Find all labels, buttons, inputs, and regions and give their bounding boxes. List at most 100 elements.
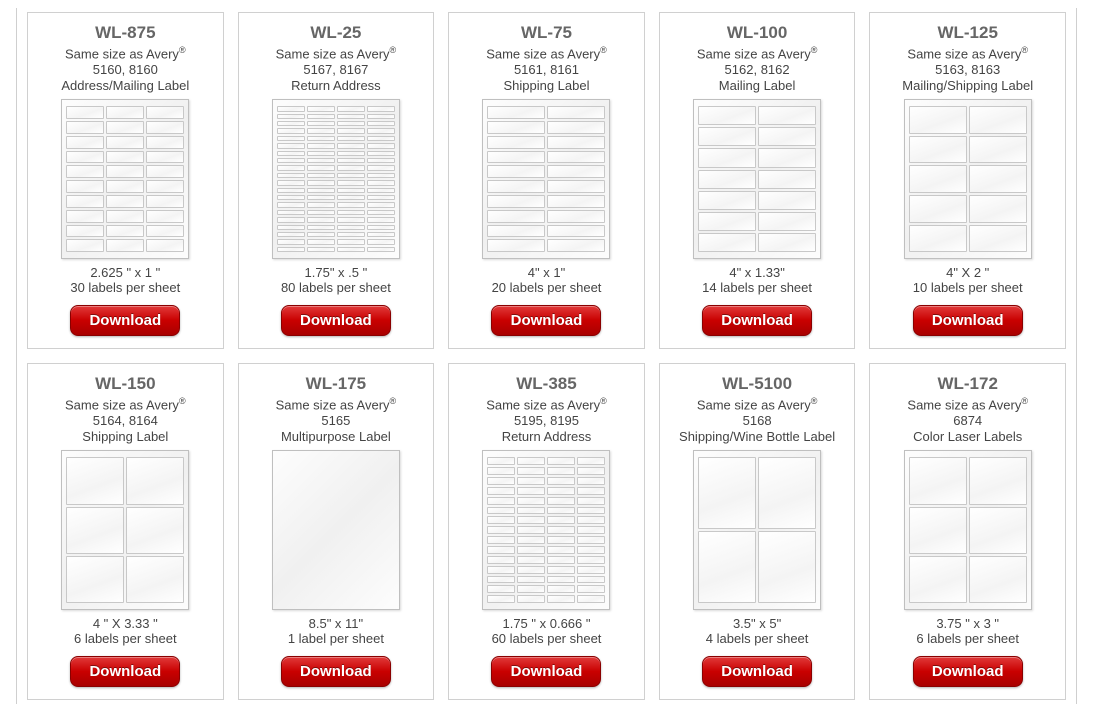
product-card: WL-150 Same size as Avery® 5164, 8164Shipp… — [27, 363, 224, 700]
registered-mark: ® — [179, 396, 186, 406]
product-card: WL-75 Same size as Avery® 5161, 8161Shippi… — [448, 12, 645, 349]
avery-codes: 5163, 8163 — [935, 62, 1000, 77]
product-dimensions: 3.5" x 5" — [668, 616, 847, 631]
product-sku: WL-125 — [878, 23, 1057, 43]
labels-per-sheet: 6 labels per sheet — [36, 631, 215, 646]
avery-codes: 5162, 8162 — [725, 62, 790, 77]
product-compat: Same size as Avery® 5162, 8162Mailing Lab… — [668, 45, 847, 93]
product-compat: Same size as Avery® 6874Color Laser Label… — [878, 396, 1057, 444]
label-sheet-thumbnail — [482, 99, 610, 259]
labels-per-sheet: 20 labels per sheet — [457, 280, 636, 295]
download-button[interactable]: Download — [491, 656, 601, 687]
product-type-label: Address/Mailing Label — [61, 78, 189, 93]
product-card: WL-875Same size as Avery®5160, 8160Addre… — [27, 12, 224, 349]
same-size-prefix: Same size as Avery — [697, 397, 811, 412]
download-button[interactable]: Download — [702, 305, 812, 336]
registered-mark: ® — [811, 396, 818, 406]
labels-per-sheet: 1 label per sheet — [247, 631, 426, 646]
product-sku: WL-75 — [457, 23, 636, 43]
download-button[interactable]: Download — [70, 305, 180, 336]
product-card: WL-5100 Same size as Avery® 5168Shipping/W… — [659, 363, 856, 700]
avery-codes: 5160, 8160 — [93, 62, 158, 77]
download-button[interactable]: Download — [281, 656, 391, 687]
product-card: WL-172 Same size as Avery® 6874Color Laser… — [869, 363, 1066, 700]
product-grid: WL-875Same size as Avery®5160, 8160Addre… — [27, 8, 1066, 704]
label-sheet-thumbnail — [272, 450, 400, 610]
registered-mark: ® — [390, 396, 397, 406]
same-size-prefix: Same size as Avery — [486, 46, 600, 61]
same-size-prefix: Same size as Avery — [65, 46, 179, 61]
product-sku: WL-25 — [247, 23, 426, 43]
product-type-label: Multipurpose Label — [281, 429, 391, 444]
product-dimensions: 2.625 " x 1 " — [36, 265, 215, 280]
label-sheet-thumbnail — [693, 450, 821, 610]
product-type-label: Return Address — [502, 429, 592, 444]
labels-per-sheet: 14 labels per sheet — [668, 280, 847, 295]
download-button[interactable]: Download — [913, 305, 1023, 336]
product-dimensions: 8.5" x 11" — [247, 616, 426, 631]
product-dimensions: 4" X 2 " — [878, 265, 1057, 280]
download-button[interactable]: Download — [702, 656, 812, 687]
product-dimensions: 4" x 1.33" — [668, 265, 847, 280]
avery-codes: 5164, 8164 — [93, 413, 158, 428]
label-sheet-thumbnail — [61, 99, 189, 259]
product-card: WL-385 Same size as Avery® 5195, 8195Retur… — [448, 363, 645, 700]
product-card: WL-125Same size as Avery®5163, 8163Maili… — [869, 12, 1066, 349]
registered-mark: ® — [1021, 45, 1028, 55]
product-compat: Same size as Avery®5167, 8167Return Addr… — [247, 45, 426, 93]
product-dimensions: 3.75 " x 3 " — [878, 616, 1057, 631]
label-sheet-thumbnail — [904, 99, 1032, 259]
product-type-label: Return Address — [291, 78, 381, 93]
avery-codes: 5168 — [743, 413, 772, 428]
registered-mark: ® — [600, 45, 607, 55]
download-button[interactable]: Download — [281, 305, 391, 336]
label-sheet-thumbnail — [482, 450, 610, 610]
label-sheet-thumbnail — [904, 450, 1032, 610]
same-size-prefix: Same size as Avery — [65, 397, 179, 412]
product-card: WL-25Same size as Avery®5167, 8167Return… — [238, 12, 435, 349]
download-button[interactable]: Download — [491, 305, 601, 336]
product-compat: Same size as Avery®5163, 8163Mailing/Shi… — [878, 45, 1057, 93]
product-compat: Same size as Avery® 5168Shipping/Wine Bot… — [668, 396, 847, 444]
product-compat: Same size as Avery® 5165Multipurpose Labe… — [247, 396, 426, 444]
avery-codes: 5195, 8195 — [514, 413, 579, 428]
product-type-label: Shipping/Wine Bottle Label — [679, 429, 835, 444]
product-sku: WL-150 — [36, 374, 215, 394]
labels-per-sheet: 4 labels per sheet — [668, 631, 847, 646]
same-size-prefix: Same size as Avery — [697, 46, 811, 61]
product-dimensions: 4" x 1" — [457, 265, 636, 280]
product-type-label: Color Laser Labels — [913, 429, 1022, 444]
same-size-prefix: Same size as Avery — [276, 397, 390, 412]
product-sku: WL-172 — [878, 374, 1057, 394]
avery-codes: 5161, 8161 — [514, 62, 579, 77]
product-compat: Same size as Avery® 5164, 8164Shipping La… — [36, 396, 215, 444]
same-size-prefix: Same size as Avery — [907, 46, 1021, 61]
same-size-prefix: Same size as Avery — [907, 397, 1021, 412]
registered-mark: ® — [1021, 396, 1028, 406]
product-dimensions: 1.75 " x 0.666 " — [457, 616, 636, 631]
download-button[interactable]: Download — [70, 656, 180, 687]
avery-codes: 5165 — [321, 413, 350, 428]
product-card: WL-100 Same size as Avery® 5162, 8162Maili… — [659, 12, 856, 349]
registered-mark: ® — [811, 45, 818, 55]
registered-mark: ® — [390, 45, 397, 55]
product-compat: Same size as Avery® 5195, 8195Return Addr… — [457, 396, 636, 444]
product-sku: WL-385 — [457, 374, 636, 394]
product-sku: WL-100 — [668, 23, 847, 43]
avery-codes: 6874 — [953, 413, 982, 428]
product-type-label: Mailing Label — [719, 78, 796, 93]
product-type-label: Shipping Label — [82, 429, 168, 444]
registered-mark: ® — [600, 396, 607, 406]
page-frame: WL-875Same size as Avery®5160, 8160Addre… — [16, 8, 1077, 704]
product-card: WL-175 Same size as Avery® 5165Multipurpos… — [238, 363, 435, 700]
labels-per-sheet: 10 labels per sheet — [878, 280, 1057, 295]
product-dimensions: 1.75" x .5 " — [247, 265, 426, 280]
product-compat: Same size as Avery®5160, 8160Address/Mai… — [36, 45, 215, 93]
product-sku: WL-175 — [247, 374, 426, 394]
same-size-prefix: Same size as Avery — [486, 397, 600, 412]
download-button[interactable]: Download — [913, 656, 1023, 687]
label-sheet-thumbnail — [61, 450, 189, 610]
product-type-label: Shipping Label — [503, 78, 589, 93]
product-sku: WL-5100 — [668, 374, 847, 394]
same-size-prefix: Same size as Avery — [276, 46, 390, 61]
